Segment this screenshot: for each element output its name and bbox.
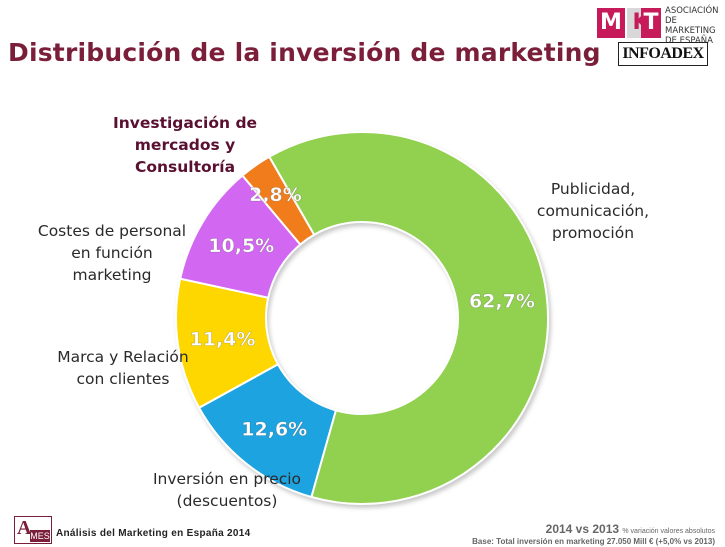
slice-value-label: 12,6%	[241, 418, 307, 440]
label-marca: Marca y Relación con clientes	[48, 346, 198, 390]
mkt-logo-m: M	[597, 8, 625, 38]
label-line: (descuentos)	[176, 492, 278, 510]
footer-right: 2014 vs 2013 % variación valores absolut…	[472, 522, 715, 546]
label-line: Investigación de	[112, 114, 258, 132]
mkt-text-line: ASOCIACIÓN	[665, 6, 719, 16]
footer-comparison-note: % variación valores absolutos	[622, 528, 715, 535]
label-line: Consultoría	[134, 158, 236, 176]
footer-report-title: Análisis del Marketing en España 2014	[56, 528, 251, 539]
mkt-logo: M K T ASOCIACIÓN DE MARKETING DE ESPAÑA	[597, 6, 721, 46]
mkt-text-line: DE ESPAÑA	[665, 36, 713, 46]
label-precio: Inversión en precio (descuentos)	[142, 468, 312, 512]
label-line: comunicación,	[536, 202, 650, 220]
label-line: Costes de personal	[37, 222, 187, 240]
footer-base: Base: Total inversión en marketing 27.05…	[472, 537, 715, 546]
label-line: promoción	[551, 224, 635, 242]
ames-logo-es: MES	[30, 530, 50, 542]
mkt-logo-t: T	[641, 8, 661, 38]
slice-value-label: 62,7%	[469, 291, 535, 313]
footer-comparison: 2014 vs 2013 % variación valores absolut…	[472, 522, 715, 536]
slice-value-label: 11,4%	[190, 328, 256, 350]
label-investigacion: Investigación de mercados y Consultoría	[112, 112, 258, 178]
label-line: Publicidad,	[550, 180, 636, 198]
slice-value-label: 10,5%	[208, 235, 274, 257]
label-line: Marca y Relación	[57, 348, 189, 366]
footer-comparison-title: 2014 vs 2013	[545, 522, 620, 536]
page-title: Distribución de la inversión de marketin…	[8, 38, 601, 67]
label-line: marketing	[72, 266, 152, 284]
infoadex-logo: INFOADEX	[618, 42, 708, 66]
ames-logo: A MES	[14, 516, 52, 544]
donut-slice	[241, 155, 316, 246]
label-line: con clientes	[76, 370, 170, 388]
label-line: mercados y	[134, 136, 236, 154]
mkt-logo-text: ASOCIACIÓN DE MARKETING DE ESPAÑA	[665, 6, 721, 46]
label-publicidad: Publicidad, comunicación, promoción	[528, 178, 658, 244]
ames-logo-a: A	[17, 517, 32, 539]
label-line: Inversión en precio	[152, 470, 302, 488]
label-line: en función	[71, 244, 153, 262]
donut-slice	[267, 131, 549, 505]
slice-value-label: 2,8%	[249, 184, 302, 206]
mkt-text-line: DE MARKETING	[665, 16, 716, 36]
label-personal: Costes de personal en función marketing	[32, 220, 192, 286]
